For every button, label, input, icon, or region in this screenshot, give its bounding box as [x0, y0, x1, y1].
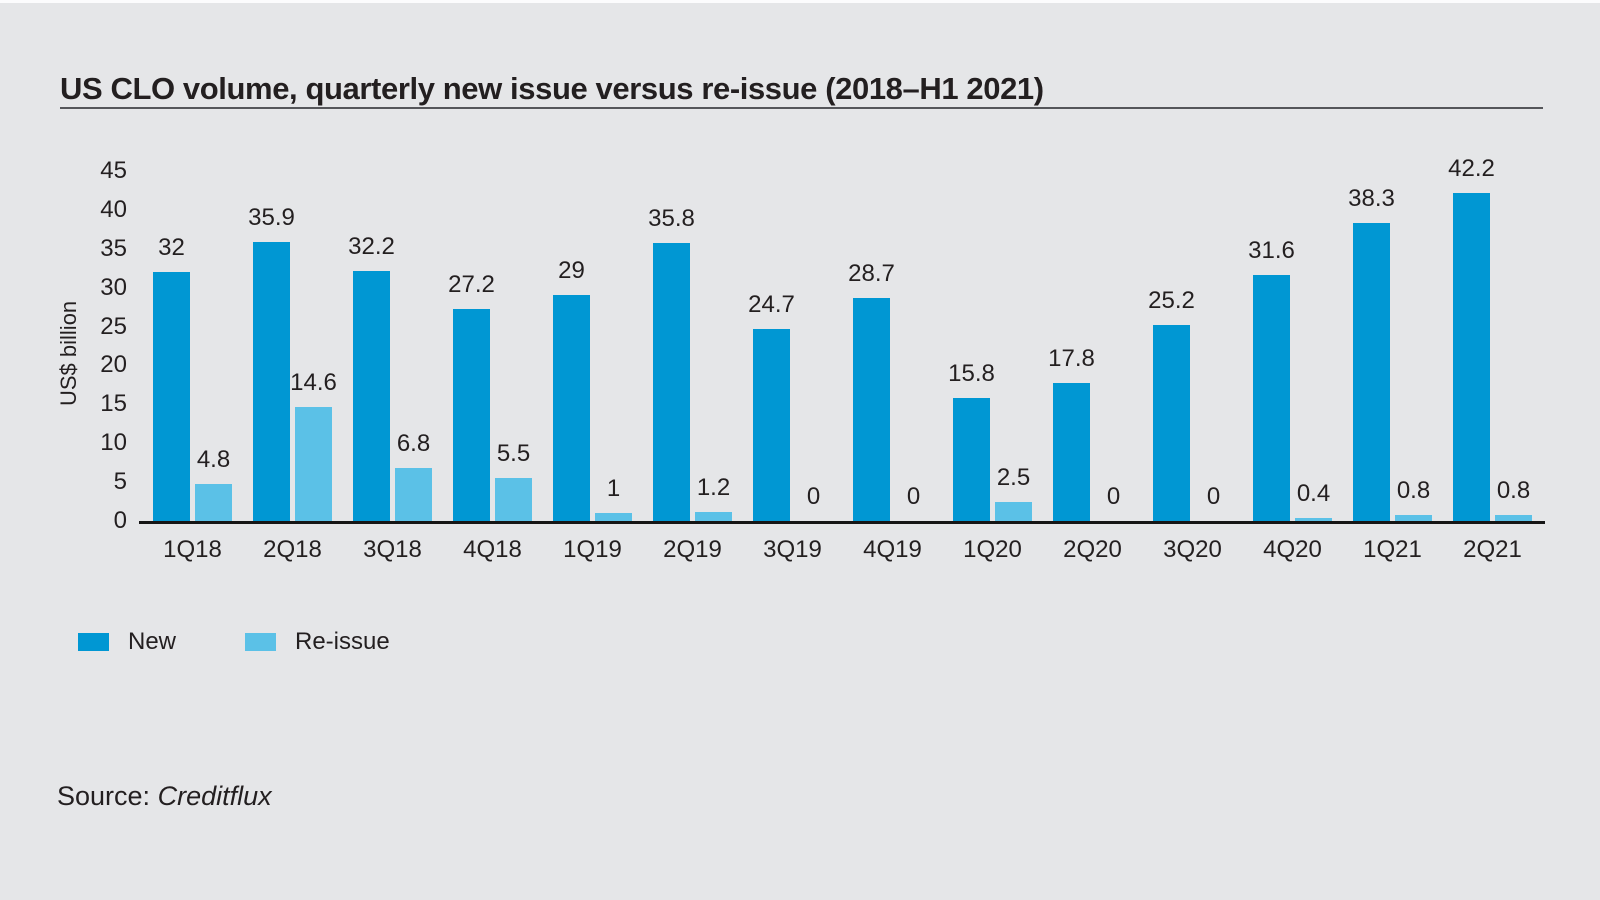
bar-re-issue-2q21 — [1495, 515, 1532, 521]
bar-value-label: 2.5 — [996, 464, 1031, 491]
bar-new-1q19 — [553, 295, 590, 521]
bar-value-label: 0 — [1206, 483, 1221, 510]
bar-new-4q20 — [1253, 275, 1290, 521]
bar-new-2q21 — [1453, 193, 1490, 521]
bar-re-issue-1q21 — [1395, 515, 1432, 521]
y-tick-label: 25 — [100, 312, 127, 340]
bar-value-label: 25.2 — [1148, 287, 1195, 314]
x-tick-label: 1Q21 — [1363, 536, 1422, 563]
bar-re-issue-3q18 — [395, 468, 432, 521]
x-tick-label: 4Q18 — [463, 536, 522, 563]
bar-value-label: 14.6 — [290, 369, 337, 396]
bar-value-label: 1 — [606, 475, 621, 502]
x-tick-label: 1Q20 — [963, 536, 1022, 563]
bar-value-label: 0 — [1106, 483, 1121, 510]
y-tick-label: 35 — [100, 234, 127, 262]
bar-value-label: 0.8 — [1496, 477, 1531, 504]
bar-value-label: 24.7 — [748, 291, 795, 318]
x-tick-label: 1Q19 — [563, 536, 622, 563]
bar-value-label: 32.2 — [348, 233, 395, 260]
legend-item-reissue: Re-issue — [245, 628, 390, 656]
bar-value-label: 27.2 — [448, 271, 495, 298]
bar-value-label: 6.8 — [396, 430, 431, 457]
x-tick-label: 3Q18 — [363, 536, 422, 563]
y-tick-label: 15 — [100, 390, 127, 418]
bar-value-label: 17.8 — [1048, 345, 1095, 372]
bar-re-issue-1q18 — [195, 484, 232, 521]
bar-value-label: 0 — [906, 483, 921, 510]
title-divider — [60, 107, 1543, 109]
x-tick-label: 2Q18 — [263, 536, 322, 563]
legend-swatch-new — [78, 633, 109, 651]
bar-new-2q20 — [1053, 383, 1090, 521]
bar-re-issue-1q20 — [995, 502, 1032, 521]
bar-new-3q19 — [753, 329, 790, 521]
bar-value-label: 35.8 — [648, 205, 695, 232]
x-tick-label: 2Q20 — [1063, 536, 1122, 563]
bar-re-issue-4q18 — [495, 478, 532, 521]
bar-value-label: 29 — [558, 257, 585, 284]
legend-item-new: New — [78, 628, 212, 656]
y-tick-label: 0 — [113, 507, 127, 534]
bar-value-label: 0.4 — [1296, 480, 1331, 507]
bar-value-label: 31.6 — [1248, 237, 1295, 264]
bar-value-label: 42.2 — [1448, 155, 1495, 182]
bar-value-label: 35.9 — [248, 204, 295, 231]
legend-label-new: New — [128, 628, 177, 655]
bar-new-1q20 — [953, 398, 990, 521]
bar-value-label: 1.2 — [696, 474, 731, 501]
x-tick-label: 4Q19 — [863, 536, 922, 563]
x-tick-label: 4Q20 — [1263, 536, 1322, 563]
bar-new-3q20 — [1153, 325, 1190, 521]
bar-value-label: 5.5 — [496, 440, 531, 467]
bar-value-label: 28.7 — [848, 260, 895, 287]
bar-value-label: 15.8 — [948, 360, 995, 387]
chart-title: US CLO volume, quarterly new issue versu… — [60, 70, 1044, 106]
bar-value-label: 0 — [806, 483, 821, 510]
source-name: Creditflux — [157, 781, 272, 811]
bar-re-issue-4q20 — [1295, 518, 1332, 521]
bar-new-4q19 — [853, 298, 890, 521]
bar-new-4q18 — [453, 309, 490, 521]
bar-re-issue-1q19 — [595, 513, 632, 521]
bar-new-3q18 — [353, 271, 390, 521]
legend-label-reissue: Re-issue — [295, 628, 390, 655]
x-tick-label: 1Q18 — [163, 536, 222, 563]
bar-re-issue-2q18 — [295, 407, 332, 521]
y-tick-label: 5 — [113, 468, 127, 496]
x-tick-label: 2Q19 — [663, 536, 722, 563]
top-edge-highlight — [0, 0, 1600, 3]
bar-new-1q21 — [1353, 223, 1390, 521]
x-axis-line — [139, 521, 1545, 524]
bar-new-2q18 — [253, 242, 290, 521]
source-label: Source: — [57, 781, 151, 811]
y-tick-label: 40 — [100, 195, 127, 223]
source-line: Source: Creditflux — [57, 781, 272, 812]
bar-new-1q18 — [153, 272, 190, 521]
bar-re-issue-2q19 — [695, 512, 732, 521]
legend: New Re-issue — [78, 628, 390, 656]
y-tick-label: 30 — [100, 273, 127, 301]
x-tick-label: 2Q21 — [1463, 536, 1522, 563]
bar-value-label: 38.3 — [1348, 185, 1395, 212]
legend-swatch-reissue — [245, 633, 276, 651]
x-tick-label: 3Q20 — [1163, 536, 1222, 563]
x-tick-label: 3Q19 — [763, 536, 822, 563]
bar-value-label: 0.8 — [1396, 477, 1431, 504]
bar-value-label: 32 — [158, 234, 185, 261]
y-tick-label: 20 — [100, 351, 127, 379]
bar-value-label: 4.8 — [196, 446, 231, 473]
y-tick-label: 10 — [100, 429, 127, 457]
bar-new-2q19 — [653, 243, 690, 521]
y-tick-label: 45 — [100, 157, 127, 184]
